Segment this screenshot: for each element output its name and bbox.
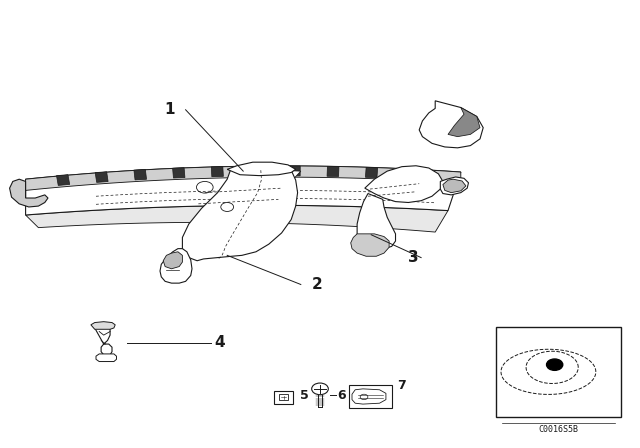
- Text: C0016S5B: C0016S5B: [538, 425, 579, 434]
- Bar: [274, 391, 293, 404]
- Polygon shape: [448, 108, 480, 137]
- Polygon shape: [282, 170, 301, 181]
- Polygon shape: [26, 166, 461, 215]
- Circle shape: [312, 383, 328, 395]
- Polygon shape: [163, 252, 182, 269]
- Polygon shape: [160, 249, 192, 283]
- Text: 6: 6: [337, 388, 346, 402]
- Text: 7: 7: [397, 379, 406, 392]
- Bar: [365, 168, 378, 178]
- Polygon shape: [91, 322, 115, 329]
- Circle shape: [547, 359, 563, 370]
- Polygon shape: [365, 166, 443, 202]
- Polygon shape: [526, 351, 579, 383]
- Polygon shape: [96, 354, 116, 362]
- Polygon shape: [443, 179, 466, 193]
- Polygon shape: [26, 205, 448, 232]
- Polygon shape: [351, 234, 389, 256]
- Polygon shape: [419, 101, 483, 148]
- Bar: [250, 166, 262, 176]
- Bar: [173, 168, 185, 178]
- Polygon shape: [182, 170, 298, 261]
- Polygon shape: [501, 349, 596, 394]
- Text: 2: 2: [312, 277, 322, 292]
- Polygon shape: [26, 166, 461, 190]
- Polygon shape: [227, 162, 296, 176]
- Polygon shape: [10, 179, 48, 207]
- Bar: [134, 169, 147, 180]
- Bar: [56, 175, 70, 185]
- Polygon shape: [440, 177, 468, 195]
- Polygon shape: [357, 194, 396, 249]
- Bar: [327, 166, 339, 177]
- Bar: [211, 167, 223, 177]
- Polygon shape: [352, 389, 386, 404]
- Bar: [95, 172, 108, 182]
- Bar: [496, 327, 621, 417]
- Text: 1: 1: [164, 102, 175, 117]
- Polygon shape: [95, 323, 112, 356]
- Text: 4: 4: [214, 335, 225, 350]
- Bar: [289, 166, 300, 176]
- Text: 3: 3: [408, 250, 419, 265]
- Bar: [279, 394, 288, 401]
- Text: 5: 5: [300, 388, 308, 402]
- Bar: [349, 385, 392, 408]
